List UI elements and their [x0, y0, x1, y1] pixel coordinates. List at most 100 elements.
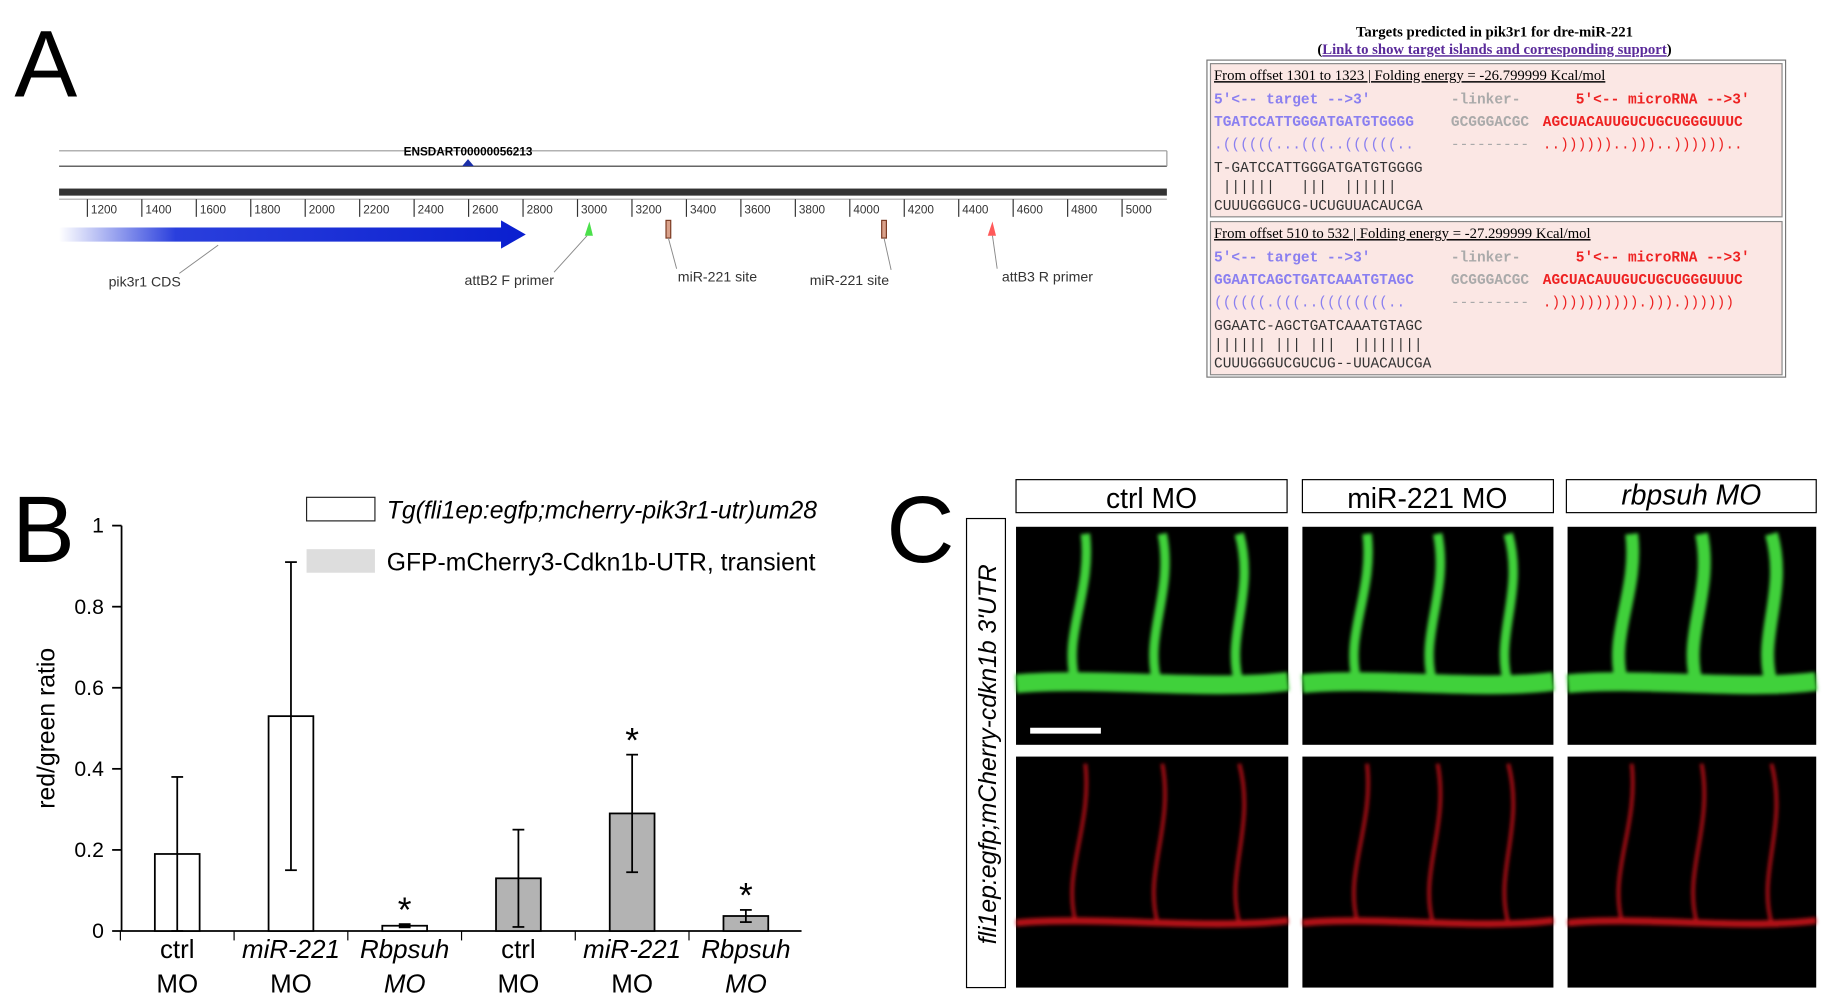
x-tick-label: ctrl — [160, 936, 195, 964]
x-tick-label: Rbpsuh — [701, 936, 790, 964]
x-tick-label: Rbpsuh — [360, 936, 449, 964]
ruler-label: 2400 — [418, 203, 445, 216]
vessel — [1015, 672, 1290, 695]
leader-line — [991, 235, 998, 269]
ruler-label: 3400 — [690, 203, 717, 216]
vessel — [1070, 763, 1089, 924]
alignment: |||||| ||| ||| |||||||| — [1214, 338, 1423, 354]
vessel — [1567, 917, 1817, 928]
seq-heading: 5'<-- microRNA -->3' — [1576, 93, 1750, 109]
y-tick-label: 0.6 — [74, 677, 103, 700]
entry-box — [1209, 63, 1783, 218]
leader-line — [553, 235, 588, 273]
entry-header: From offset 510 to 532 | Folding energy … — [1214, 226, 1591, 242]
y-tick-label: 0.2 — [74, 839, 103, 862]
x-tick-label: MO — [498, 970, 540, 997]
box-frame — [1206, 59, 1787, 378]
leader-line — [667, 237, 678, 269]
alignment: T-GATCCATTGGGATGATGTGGGG — [1214, 161, 1423, 177]
vessel — [1301, 672, 1555, 695]
vessels — [1566, 532, 1818, 695]
vessels — [1015, 763, 1289, 928]
sequence: TGATCCATTGGGATGATGTGGGG — [1214, 115, 1414, 131]
feature-label: miR-221 site — [678, 269, 757, 285]
sequence: AGCUACAUUGUCUGCUGGGUUUC — [1543, 273, 1743, 289]
vessel — [1616, 763, 1635, 924]
structure: ((((((.(((..((((((((.. — [1214, 295, 1405, 311]
site-marker — [881, 219, 887, 239]
micrograph — [1302, 756, 1554, 988]
target-link[interactable]: Link to show target islands and correspo… — [1322, 42, 1667, 58]
bar-chart: red/green ratio Tg(fli1ep:egfp;mcherry-p… — [33, 496, 817, 997]
ruler: 1200 1400 1600 1800 2000 2200 2400 2600 2800 3000… — [86, 199, 1152, 217]
legend-swatch — [306, 549, 375, 573]
alignment: CUUUGGGUCGUCUG--UUACAUCGA — [1214, 357, 1432, 373]
x-tick-label: miR-221 — [583, 936, 681, 964]
target-title: Targets predicted in pik3r1 for dre-miR-… — [1356, 25, 1633, 41]
feature-label: miR-221 site — [810, 272, 889, 288]
alignment: |||||| ||| |||||| — [1214, 180, 1397, 196]
row-header-box — [965, 517, 1007, 989]
ruler-label: 1400 — [145, 203, 172, 216]
micrograph — [1567, 756, 1817, 988]
ruler-label: 4800 — [1071, 203, 1098, 216]
ruler-label: 2200 — [363, 203, 390, 216]
x-tick-label: MO — [611, 970, 653, 997]
vessels — [1302, 763, 1554, 928]
vessels — [1301, 532, 1555, 695]
primer-marker — [987, 221, 996, 236]
panel-label: B — [12, 477, 75, 582]
entry-box — [1209, 220, 1783, 376]
ruler-label: 2000 — [309, 203, 336, 216]
legend-label: GFP-mCherry3-Cdkn1b-UTR, transient — [387, 549, 816, 576]
significance-marker: * — [625, 721, 639, 760]
vessels — [1567, 763, 1817, 928]
vessel — [1686, 532, 1711, 686]
vessel — [1424, 532, 1446, 686]
column-header: miR-221 MO — [1347, 482, 1507, 514]
vessel — [1352, 763, 1370, 924]
column-header-box — [1015, 479, 1288, 514]
ruler-label: 1200 — [91, 203, 118, 216]
panel-label: A — [14, 12, 77, 117]
vessel — [1349, 533, 1373, 686]
vessel — [1230, 532, 1249, 686]
vessel — [1015, 917, 1289, 928]
vessel — [1067, 533, 1092, 686]
ruler-label: 4200 — [908, 203, 935, 216]
gene-diagram: ENSDART00000056213 1200 1400 1600 1800 2000 2… — [59, 146, 1168, 289]
x-tick-label: MO — [384, 970, 426, 997]
structure: .)))))))))).))).)))))) — [1543, 295, 1734, 311]
vessel — [1612, 533, 1640, 686]
sequence: GCGGGACGC — [1451, 273, 1530, 289]
structure: .((((((...(((..((((((.. — [1214, 137, 1414, 153]
cds-arrow — [59, 220, 526, 249]
ruler-label: 3200 — [636, 203, 663, 216]
sequence: AGCUACAUUGUCUGCUGGGUUUC — [1543, 115, 1743, 131]
y-tick-label: 0.4 — [74, 758, 104, 781]
ruler-label: 3000 — [581, 203, 608, 216]
vessel — [1765, 763, 1779, 924]
ruler-label: 1800 — [254, 203, 281, 216]
alignment: GGAATC-AGCTGATCAAATGTAGC — [1214, 319, 1423, 335]
feature-label: attB2 F primer — [464, 272, 554, 288]
significance-marker: * — [398, 891, 412, 930]
site-marker — [665, 219, 672, 239]
seq-heading: 5'<-- microRNA -->3' — [1576, 251, 1750, 267]
vessel — [1691, 763, 1707, 924]
feature-label: attB3 R primer — [1002, 269, 1093, 285]
vessels — [1015, 532, 1290, 695]
vessel — [1149, 532, 1170, 686]
micrograph — [1016, 756, 1289, 988]
x-tick-label: MO — [270, 970, 312, 997]
row-header: fli1ep:egfp;mCherry-cdkn1b 3'UTR — [975, 564, 1002, 944]
vessel — [1152, 763, 1167, 924]
ruler-label: 4600 — [1017, 203, 1044, 216]
transcript-marker — [462, 159, 474, 167]
y-tick-label: 1 — [92, 515, 104, 538]
leader-line — [883, 237, 892, 270]
legend-label: Tg(fli1ep:egfp;mcherry-pik3r1-utr)um28 — [387, 498, 817, 525]
sequence: GCGGGACGC — [1451, 115, 1530, 131]
ruler-bar — [59, 188, 1167, 196]
